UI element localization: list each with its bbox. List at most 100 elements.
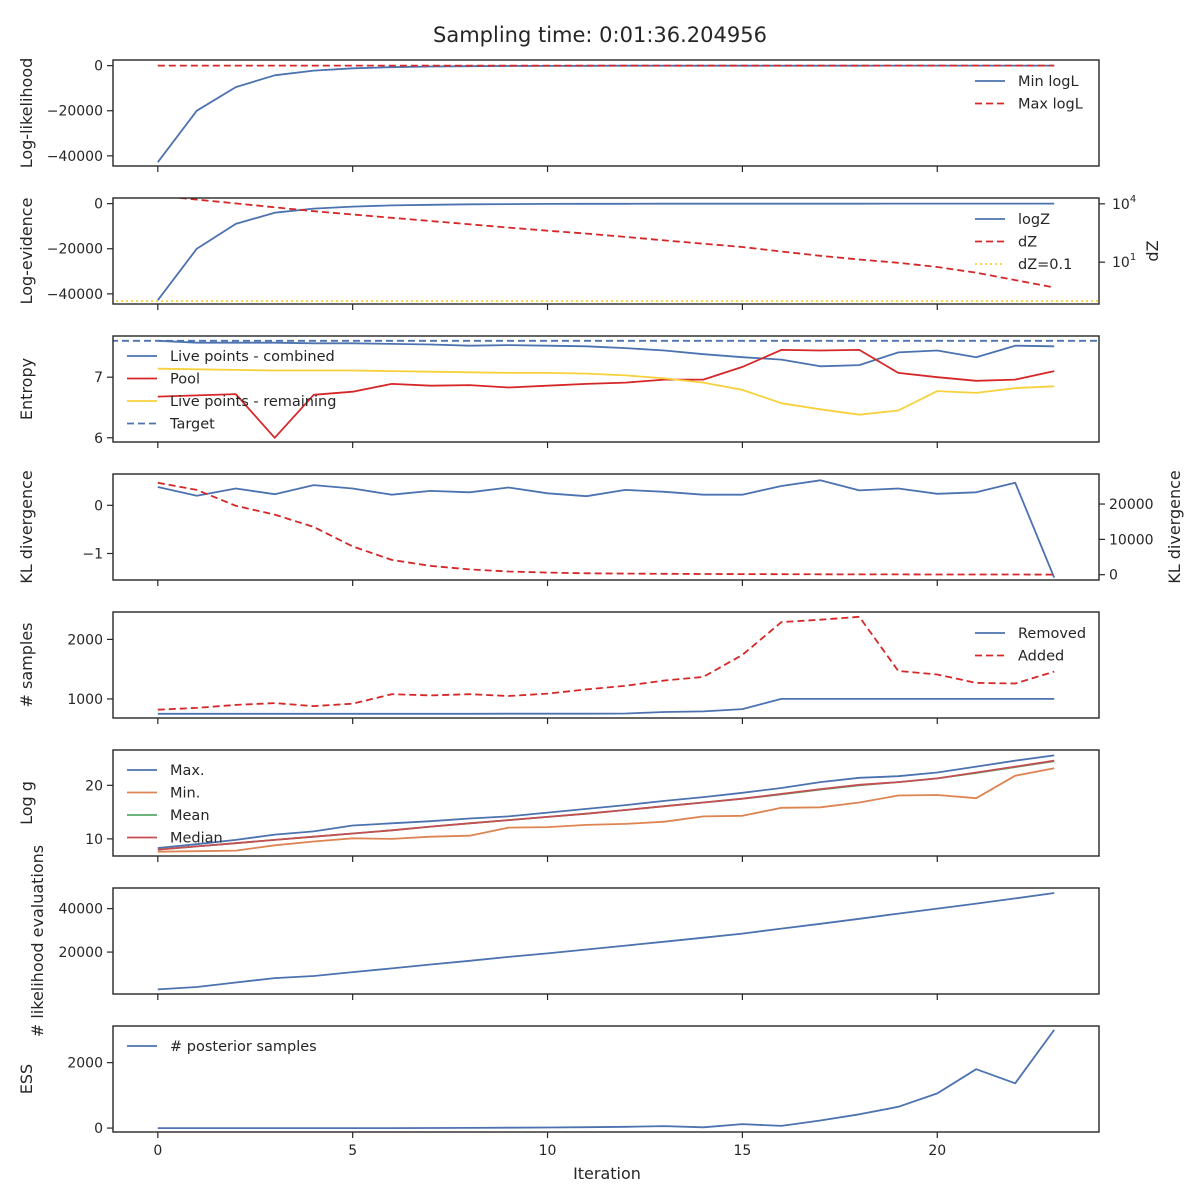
y-tick-label: 20000 — [58, 945, 103, 961]
x-tick-label: 0 — [153, 1143, 162, 1159]
y-tick-label: 0 — [94, 59, 103, 75]
legend-label-added: Added — [1018, 649, 1064, 665]
plot-area — [157, 754, 1055, 853]
y2-tick-label: 10000 — [1109, 532, 1154, 548]
y-tick-label: 2000 — [67, 1056, 103, 1072]
legend-label-logz: logZ — [1018, 212, 1050, 228]
panel-6: 20 10 Log g Max. Min. Mean Median — [17, 749, 1100, 862]
panel-3: 7 6 Entropy Live points - combinedPoolLive … — [17, 335, 1100, 448]
x-axis-label: Iteration — [573, 1164, 641, 1183]
series-line-added — [157, 615, 1055, 711]
y-tick-label: 0 — [94, 1121, 103, 1137]
y-axis-label: Log-evidence — [17, 198, 36, 305]
legend: logZ dZ dZ=0.1 — [975, 212, 1072, 273]
y-tick-label: −20000 — [47, 242, 103, 258]
series-line-removed — [157, 698, 1055, 715]
legend-label-min-logl: Min logL — [1018, 74, 1079, 90]
panel-frame — [112, 749, 1100, 857]
y-tick-label: −1 — [82, 547, 103, 563]
panel-5: 2000 1000 # samples Removed Added — [17, 611, 1100, 724]
plot-area — [157, 892, 1055, 991]
panel-frame — [112, 335, 1100, 443]
series-line-pool — [157, 349, 1055, 439]
legend-label-live-points-combined: Live points - combined — [170, 349, 335, 365]
legend: # posterior samples — [127, 1039, 317, 1055]
plot-area — [157, 64, 1055, 163]
y-axis-label: Log-likelihood — [17, 58, 36, 169]
x-tick-label: 20 — [928, 1143, 946, 1159]
series-line-min-logl — [157, 64, 1055, 163]
plot-area — [113, 198, 1099, 302]
y-tick-label: 10 — [85, 832, 103, 848]
y-axis-label: ESS — [17, 1064, 36, 1094]
legend: Max. Min. Mean Median — [127, 763, 223, 847]
y-tick-label: 7 — [94, 370, 103, 386]
panel-1: 0 −20000 −40000 Log-likelihood Min logL Max l… — [17, 58, 1100, 172]
legend-label-removed: Removed — [1018, 626, 1086, 642]
y2-tick-label: 0 — [1109, 568, 1118, 584]
y-tick-label: −40000 — [47, 149, 103, 165]
series-line-logz — [157, 202, 1055, 301]
y-tick-label: 0 — [94, 498, 103, 514]
panels: 0 −20000 −40000 Log-likelihood Min logL Max l… — [17, 58, 1184, 1159]
legend-label-live-points-remaining: Live points - remaining — [170, 394, 336, 410]
panel-frame — [112, 197, 1100, 305]
y-axis-label: Log g — [17, 781, 36, 825]
legend-label-dz: dZ — [1018, 235, 1037, 251]
y-tick-label: −40000 — [47, 287, 103, 303]
series-line-posterior-samples — [157, 1029, 1055, 1129]
y-tick-label: 2000 — [67, 632, 103, 648]
panel-8: 2000 0 0 5 10 15 20 ESS # posterior samples — [17, 1025, 1100, 1159]
legend: Removed Added — [975, 626, 1086, 665]
legend: Live points - combined Pool Live points - … — [127, 349, 336, 433]
x-tick-label: 10 — [539, 1143, 557, 1159]
legend-label-posterior-samples: # posterior samples — [170, 1039, 317, 1055]
figure-title: Sampling time: 0:01:36.204956 — [433, 23, 767, 47]
series-line-median — [157, 759, 1055, 851]
y2-tick-label: 20000 — [1109, 497, 1154, 513]
legend-label-target: Target — [169, 417, 215, 433]
legend: Min logL Max logL — [975, 74, 1083, 113]
x-tick-label: 5 — [348, 1143, 357, 1159]
series-line-kl-divergence-dashed — [157, 481, 1055, 576]
y-axis-label: KL divergence — [17, 470, 36, 583]
x-tick-label: 15 — [733, 1143, 751, 1159]
series-line-kl-divergence — [157, 479, 1056, 578]
panel-4: 0 −1 20000 10000 0 KL divergence KL divergence — [17, 470, 1184, 586]
plot-area — [157, 1029, 1055, 1129]
y-tick-label: 0 — [94, 197, 103, 213]
series-line-live-points-remaining — [157, 367, 1055, 416]
series-line-max — [157, 754, 1055, 849]
y-tick-label: 1000 — [67, 692, 103, 708]
y2-axis-label: dZ — [1143, 240, 1162, 261]
panel-frame — [112, 887, 1100, 995]
series-line-live-points-combined — [157, 339, 1055, 368]
series-line-likelihood-evaluations — [157, 892, 1055, 991]
panel-frame — [112, 473, 1100, 581]
y-tick-label: 6 — [94, 431, 103, 447]
panel-frame — [112, 59, 1100, 167]
y2-axis-label: KL divergence — [1165, 470, 1184, 583]
series-line-min — [157, 767, 1055, 853]
legend-label-dz-0-1: dZ=0.1 — [1018, 257, 1072, 273]
legend-label-mean: Mean — [170, 808, 210, 824]
y2-tick-exponent: 4 — [1130, 194, 1136, 205]
plot-area — [157, 615, 1055, 715]
series-line-dz — [171, 198, 1055, 289]
y-tick-label: −20000 — [47, 104, 103, 120]
panel-frame — [112, 611, 1100, 719]
y-tick-label: 40000 — [58, 902, 103, 918]
y-axis-label: Entropy — [17, 358, 36, 420]
panel-frame — [112, 1025, 1100, 1133]
panel-7: 40000 20000 # likelihood evaluations — [28, 845, 1100, 1037]
legend-label-median: Median — [170, 831, 223, 847]
plot-area — [113, 339, 1099, 439]
plot-area — [157, 479, 1056, 578]
legend-label-max: Max. — [170, 763, 205, 779]
y-axis-label: # samples — [17, 623, 36, 708]
legend-label-min: Min. — [170, 786, 200, 802]
y2-tick-exponent: 1 — [1130, 252, 1136, 263]
